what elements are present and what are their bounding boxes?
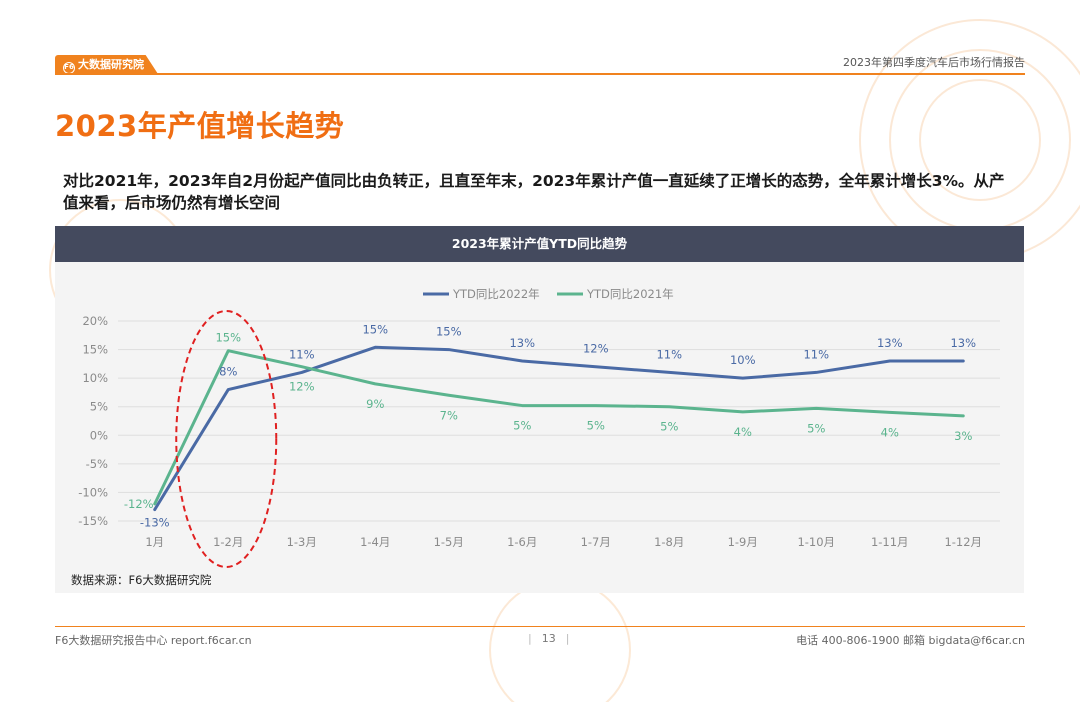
x-tick-label: 1-8月 xyxy=(654,535,684,549)
data-label: 9% xyxy=(366,397,384,411)
brand-logo: F6 大数据研究院 xyxy=(55,55,158,74)
data-label: 11% xyxy=(289,347,315,361)
page-number-area: | 13 | xyxy=(518,632,579,645)
page-number: 13 xyxy=(541,632,556,645)
y-tick-label: 10% xyxy=(82,371,108,385)
separator: | xyxy=(565,632,570,645)
top-bar: F6 大数据研究院 2023年第四季度汽车后市场行情报告 xyxy=(55,50,1025,74)
data-label: 13% xyxy=(950,336,976,350)
separator: | xyxy=(528,632,532,645)
data-label: 7% xyxy=(440,408,458,422)
chart-heading: 2023年累计产值YTD同比趋势 xyxy=(55,226,1024,262)
legend-label: YTD同比2021年 xyxy=(586,287,674,301)
data-label: -13% xyxy=(140,516,170,530)
data-label: 13% xyxy=(509,336,535,350)
header-divider xyxy=(55,73,1025,75)
y-tick-label: -10% xyxy=(78,485,108,499)
x-tick-label: 1-5月 xyxy=(434,535,464,549)
footer-divider xyxy=(55,626,1025,627)
data-label: 5% xyxy=(513,419,531,433)
x-tick-label: 1-3月 xyxy=(287,535,317,549)
page-title: 2023年产值增长趋势 xyxy=(55,109,345,143)
data-label: 4% xyxy=(881,425,899,439)
data-label: 3% xyxy=(954,429,972,443)
data-label: 12% xyxy=(289,380,315,394)
data-label: 10% xyxy=(730,353,756,367)
data-label: 15% xyxy=(215,331,241,345)
footer-contact: 电话 400-806-1900 邮箱 bigdata@f6car.cn xyxy=(796,634,1025,647)
x-tick-label: 1-10月 xyxy=(797,535,835,549)
data-label: 5% xyxy=(660,420,678,434)
data-label: 13% xyxy=(877,336,903,350)
data-label: 5% xyxy=(587,419,605,433)
data-label: 5% xyxy=(807,421,825,435)
brand-logo-text: 大数据研究院 xyxy=(78,58,144,71)
data-label: 4% xyxy=(734,425,752,439)
summary-text: 对比2021年，2023年自2月份起产值同比由负转正，且直至年末，2023年累计… xyxy=(63,172,1005,212)
y-tick-label: 15% xyxy=(82,343,108,357)
data-label: 11% xyxy=(656,347,682,361)
y-tick-label: -5% xyxy=(86,457,108,471)
footer-left: F6大数据研究报告中心 report.f6car.cn xyxy=(55,634,252,647)
x-tick-label: 1-12月 xyxy=(944,535,982,549)
data-label: -12% xyxy=(124,497,154,511)
series-line xyxy=(153,349,965,506)
report-name: 2023年第四季度汽车后市场行情报告 xyxy=(843,56,1025,69)
y-tick-label: 0% xyxy=(90,428,108,442)
y-tick-label: 20% xyxy=(82,314,108,328)
data-label: 15% xyxy=(362,322,388,336)
x-tick-label: 1-9月 xyxy=(728,535,758,549)
data-label: 12% xyxy=(583,342,609,356)
x-tick-label: 1-4月 xyxy=(360,535,390,549)
line-chart: 20% 15% 10% 5% 0% -5% -10% -15% 1月 1-2月 1-3月 1-4月 1-… xyxy=(78,287,1000,568)
chart-panel: 20% 15% 10% 5% 0% -5% -10% -15% 1月 1-2月 1-3月 1-4月 1-… xyxy=(55,226,1024,593)
x-tick-label: 1-6月 xyxy=(507,535,537,549)
data-source: 数据来源：F6大数据研究院 xyxy=(71,573,212,587)
highlight-ellipse xyxy=(175,310,278,568)
data-label: 15% xyxy=(436,325,462,339)
x-tick-label: 1月 xyxy=(145,535,164,549)
data-label: 8% xyxy=(219,365,237,379)
x-tick-label: 1-7月 xyxy=(581,535,611,549)
x-tick-label: 1-11月 xyxy=(871,535,909,549)
data-label: 11% xyxy=(803,347,829,361)
y-tick-label: -15% xyxy=(78,514,108,528)
legend-label: YTD同比2022年 xyxy=(452,287,540,301)
x-tick-label: 1-2月 xyxy=(213,535,243,549)
series-line xyxy=(153,345,965,512)
y-tick-label: 5% xyxy=(90,400,108,414)
